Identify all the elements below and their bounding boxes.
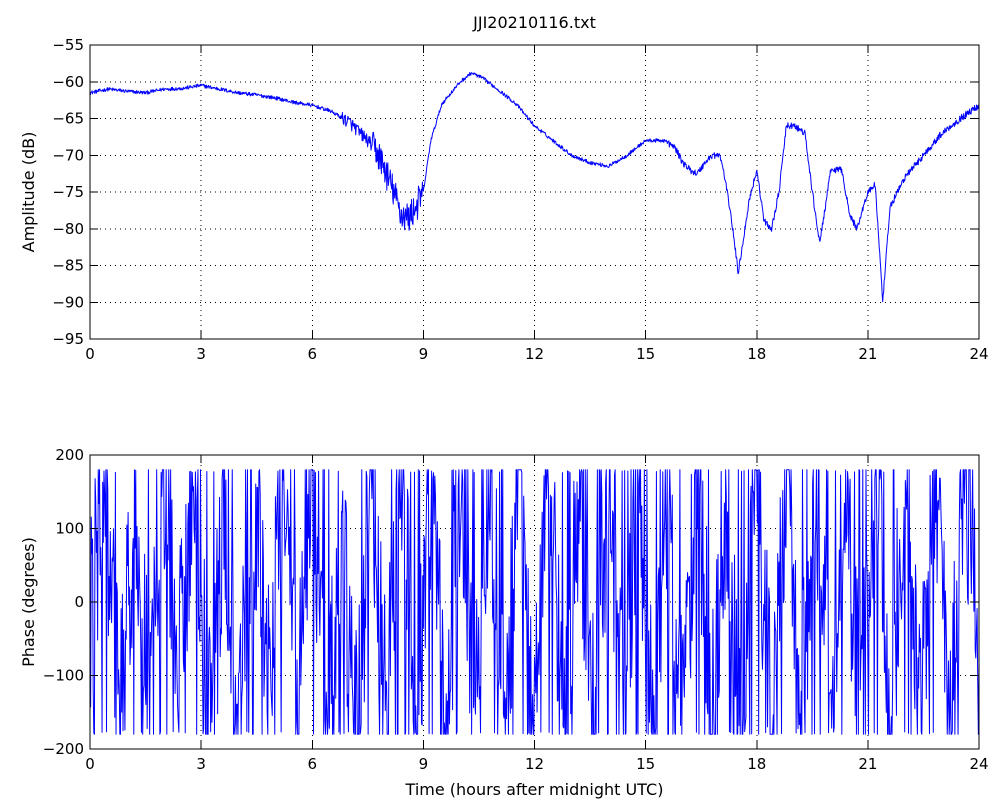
x-tick-label: 24 bbox=[969, 345, 988, 363]
chart-title: JJI20210116.txt bbox=[472, 13, 596, 32]
y-axis-label: Phase (degrees) bbox=[19, 537, 38, 667]
x-tick-label: 15 bbox=[636, 345, 655, 363]
x-axis-label: Time (hours after midnight UTC) bbox=[405, 780, 664, 799]
x-tick-label: 24 bbox=[969, 755, 988, 773]
x-tick-label: 18 bbox=[747, 345, 766, 363]
y-tick-label: −90 bbox=[52, 293, 84, 311]
y-tick-label: −60 bbox=[52, 73, 84, 91]
x-tick-label: 12 bbox=[525, 345, 544, 363]
y-tick-label: −70 bbox=[52, 146, 84, 164]
y-tick-label: −95 bbox=[52, 330, 84, 348]
x-tick-label: 0 bbox=[85, 345, 95, 363]
x-tick-label: 21 bbox=[858, 345, 877, 363]
x-tick-label: 0 bbox=[85, 755, 95, 773]
y-tick-label: 100 bbox=[55, 520, 84, 538]
y-tick-label: −100 bbox=[43, 667, 84, 685]
data-line-amplitude bbox=[89, 71, 980, 303]
y-axis-label: Amplitude (dB) bbox=[19, 132, 38, 253]
y-tick-label: −75 bbox=[52, 183, 84, 201]
x-tick-label: 9 bbox=[419, 755, 429, 773]
data-line-phase bbox=[89, 469, 980, 735]
x-tick-label: 6 bbox=[307, 345, 317, 363]
x-tick-label: 21 bbox=[858, 755, 877, 773]
x-tick-label: 12 bbox=[525, 755, 544, 773]
y-tick-label: −55 bbox=[52, 36, 84, 54]
y-tick-label: −85 bbox=[52, 257, 84, 275]
y-tick-label: −65 bbox=[52, 110, 84, 128]
y-tick-label: 0 bbox=[74, 593, 84, 611]
x-tick-label: 3 bbox=[196, 755, 206, 773]
y-tick-label: −80 bbox=[52, 220, 84, 238]
x-tick-label: 6 bbox=[307, 755, 317, 773]
x-tick-label: 3 bbox=[196, 345, 206, 363]
y-tick-label: 200 bbox=[55, 446, 84, 464]
x-tick-label: 18 bbox=[747, 755, 766, 773]
y-tick-label: −200 bbox=[43, 740, 84, 758]
x-tick-label: 15 bbox=[636, 755, 655, 773]
x-tick-label: 9 bbox=[419, 345, 429, 363]
